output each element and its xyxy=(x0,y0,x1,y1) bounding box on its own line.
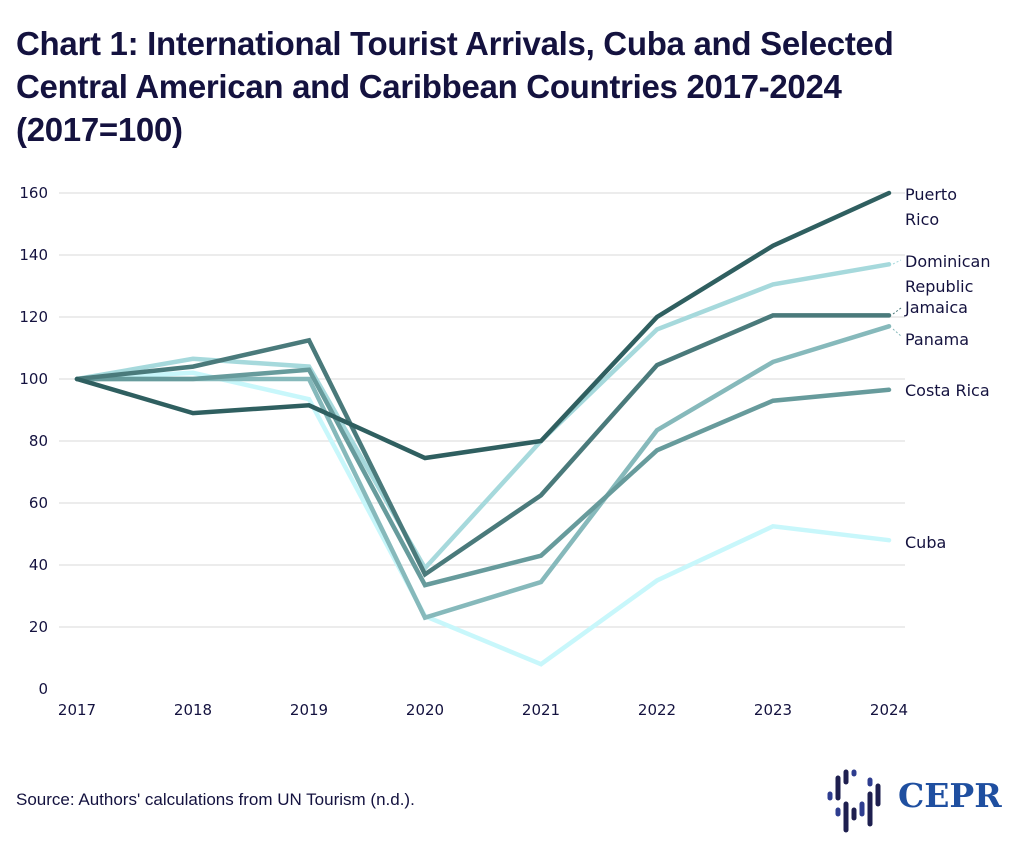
series-line-panama xyxy=(74,324,892,621)
y-tick-label: 0 xyxy=(38,680,48,698)
y-tick-label: 120 xyxy=(19,308,48,326)
series-label: Rico xyxy=(905,210,939,229)
cepr-dots-icon xyxy=(827,769,881,833)
label-leader xyxy=(892,259,902,265)
y-tick-label: 160 xyxy=(19,184,48,202)
x-tick-label: 2019 xyxy=(290,701,328,719)
series-labels: Cuba Dominican Republic Panama Costa Rica Jam… xyxy=(892,185,990,552)
x-tick-label: 2020 xyxy=(406,701,444,719)
series-label: Republic xyxy=(905,277,973,296)
x-tick-label: 2022 xyxy=(638,701,676,719)
x-tick-label: 2018 xyxy=(174,701,212,719)
series-line-costa-rica xyxy=(74,367,892,588)
cepr-logo-text: CEPR xyxy=(898,776,1002,815)
y-tick-label: 80 xyxy=(29,432,48,450)
cepr-logo: CEPR xyxy=(824,764,1004,840)
label-leader xyxy=(892,328,902,337)
series-label: Jamaica xyxy=(904,298,968,317)
x-tick-label: 2024 xyxy=(870,701,908,719)
y-axis-ticks: 0 20 40 60 80 100 120 140 160 xyxy=(19,184,48,698)
series-label: Panama xyxy=(905,330,969,349)
y-tick-label: 140 xyxy=(19,246,48,264)
series-label: Puerto xyxy=(905,185,957,204)
series-line-puerto-rico xyxy=(74,190,892,461)
x-tick-label: 2017 xyxy=(58,701,96,719)
y-tick-label: 40 xyxy=(29,556,48,574)
series-lines xyxy=(74,190,892,667)
y-tick-label: 60 xyxy=(29,494,48,512)
series-line-cuba xyxy=(74,370,892,667)
x-tick-label: 2023 xyxy=(754,701,792,719)
y-tick-label: 100 xyxy=(19,370,48,388)
label-leader xyxy=(892,307,902,315)
series-line-dominican-republic xyxy=(74,262,892,572)
series-line-jamaica xyxy=(74,313,892,578)
series-label: Dominican xyxy=(905,252,990,271)
y-tick-label: 20 xyxy=(29,618,48,636)
x-axis-ticks: 2017 2018 2019 2020 2021 2022 2023 2024 xyxy=(58,701,908,719)
series-label: Cuba xyxy=(905,533,946,552)
chart-title: Chart 1: International Tourist Arrivals,… xyxy=(16,25,894,148)
source-note: Source: Authors' calculations from UN To… xyxy=(16,790,415,809)
x-tick-label: 2021 xyxy=(522,701,560,719)
series-label: Costa Rica xyxy=(905,381,990,400)
